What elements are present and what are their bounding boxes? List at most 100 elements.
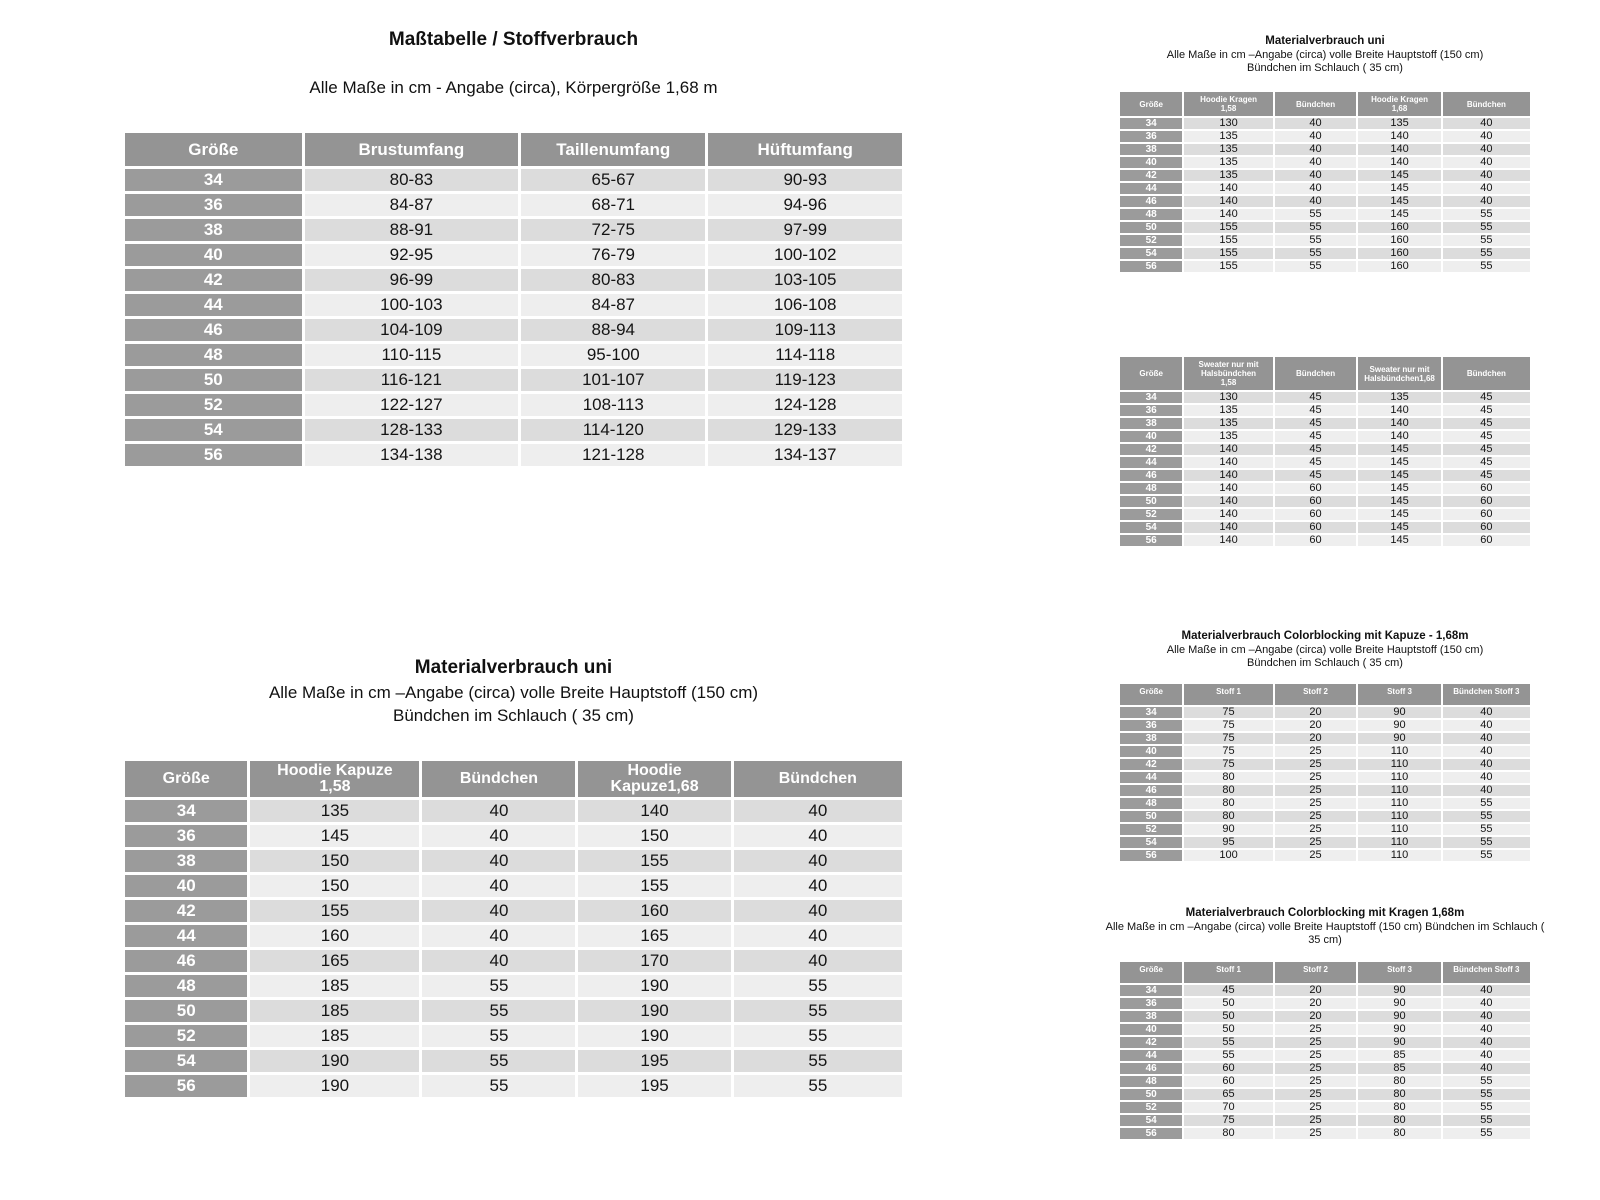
value-cell: 55 <box>1184 1037 1273 1048</box>
value-cell: 45 <box>1184 985 1273 996</box>
size-cell: 52 <box>1120 824 1183 835</box>
value-cell: 40 <box>1442 118 1530 129</box>
value-cell: 60 <box>1442 483 1530 494</box>
material-uni-large-title: Materialverbrauch uni <box>414 657 613 678</box>
value-cell: 80-83 <box>521 269 706 291</box>
colorblocking-kragen-table: Größe Stoff 1 Stoff 2 Stoff 3 Bündchen Stoff… <box>1118 960 1532 1141</box>
value-cell: 60 <box>1274 522 1357 533</box>
value-cell: 130 <box>1184 118 1273 129</box>
value-cell: 80 <box>1184 1128 1273 1139</box>
value-cell: 55 <box>422 1075 576 1097</box>
value-cell: 55 <box>1442 261 1530 272</box>
value-cell: 106-108 <box>708 294 902 316</box>
value-cell: 95 <box>1184 837 1273 848</box>
value-cell: 128-133 <box>304 419 519 441</box>
size-cell: 54 <box>1120 248 1183 259</box>
value-cell: 90 <box>1358 720 1441 731</box>
column-header: Größe <box>1120 684 1183 705</box>
value-cell: 55 <box>1442 811 1530 822</box>
column-header: Bündchen Stoff 3 <box>1442 962 1530 983</box>
value-cell: 25 <box>1274 1089 1357 1100</box>
size-cell: 34 <box>125 800 248 822</box>
value-cell: 134-137 <box>708 444 902 466</box>
size-cell: 50 <box>1120 811 1183 822</box>
value-cell: 25 <box>1274 1102 1357 1113</box>
value-cell: 92-95 <box>304 244 519 266</box>
table-row: 46 60 25 85 40 <box>1120 1063 1530 1074</box>
value-cell: 140 <box>1358 131 1441 142</box>
value-cell: 40 <box>1274 157 1357 168</box>
column-header: Bündchen <box>1442 357 1530 390</box>
table-row: 36 75 20 90 40 <box>1120 720 1530 731</box>
value-cell: 190 <box>250 1050 420 1072</box>
size-cell: 36 <box>125 825 248 847</box>
size-cell: 40 <box>125 875 248 897</box>
size-cell: 48 <box>1120 1076 1183 1087</box>
table-row: 48 185 55 190 55 <box>125 975 902 997</box>
table-row: 46 165 40 170 40 <box>125 950 902 972</box>
value-cell: 55 <box>1442 248 1530 259</box>
value-cell: 190 <box>250 1075 420 1097</box>
column-header: Stoff 3 <box>1358 684 1441 705</box>
size-cell: 36 <box>1120 720 1183 731</box>
value-cell: 135 <box>1184 157 1273 168</box>
size-cell: 38 <box>1120 144 1183 155</box>
value-cell: 55 <box>1442 235 1530 246</box>
table-row: 36 84-87 68-71 94-96 <box>125 194 902 216</box>
value-cell: 160 <box>1358 222 1441 233</box>
value-cell: 60 <box>1274 496 1357 507</box>
table-row: 34 45 20 90 40 <box>1120 985 1530 996</box>
size-cell: 34 <box>1120 707 1183 718</box>
table-row: 56 140 60 145 60 <box>1120 535 1530 546</box>
value-cell: 109-113 <box>708 319 902 341</box>
value-cell: 60 <box>1274 509 1357 520</box>
size-cell: 46 <box>125 319 302 341</box>
value-cell: 55 <box>1274 261 1357 272</box>
value-cell: 40 <box>733 950 902 972</box>
value-cell: 40 <box>733 800 902 822</box>
material-uni-large-subtitle-1: Alle Maße in cm –Angabe (circa) volle Br… <box>268 683 759 702</box>
value-cell: 75 <box>1184 746 1273 757</box>
value-cell: 103-105 <box>708 269 902 291</box>
column-header: Brustumfang <box>304 133 519 166</box>
table-row: 48 140 60 145 60 <box>1120 483 1530 494</box>
value-cell: 45 <box>1274 431 1357 442</box>
value-cell: 80-83 <box>304 169 519 191</box>
size-cell: 38 <box>125 219 302 241</box>
value-cell: 80 <box>1358 1128 1441 1139</box>
value-cell: 55 <box>422 1000 576 1022</box>
table-row: 50 140 60 145 60 <box>1120 496 1530 507</box>
value-cell: 55 <box>1442 850 1530 861</box>
value-cell: 75 <box>1184 707 1273 718</box>
value-cell: 55 <box>1274 209 1357 220</box>
size-cell: 56 <box>125 1075 248 1097</box>
table-row: 48 110-115 95-100 114-118 <box>125 344 902 366</box>
column-header: Sweater nur mit Halsbündchen1,68 <box>1358 357 1441 390</box>
value-cell: 160 <box>1358 248 1441 259</box>
value-cell: 80 <box>1184 798 1273 809</box>
value-cell: 122-127 <box>304 394 519 416</box>
material-uni-large-subtitle-2: Bündchen im Schlauch ( 35 cm) <box>393 706 634 725</box>
size-cell: 54 <box>1120 522 1183 533</box>
value-cell: 40 <box>422 800 576 822</box>
value-cell: 55 <box>1184 1050 1273 1061</box>
size-cell: 44 <box>1120 457 1183 468</box>
value-cell: 25 <box>1274 798 1357 809</box>
value-cell: 60 <box>1184 1063 1273 1074</box>
size-cell: 44 <box>125 925 248 947</box>
table-row: 52 122-127 108-113 124-128 <box>125 394 902 416</box>
size-cell: 38 <box>1120 1011 1183 1022</box>
value-cell: 25 <box>1274 1024 1357 1035</box>
value-cell: 55 <box>1274 248 1357 259</box>
value-cell: 25 <box>1274 811 1357 822</box>
column-header: Größe <box>125 761 248 797</box>
value-cell: 155 <box>1184 222 1273 233</box>
value-cell: 80 <box>1184 785 1273 796</box>
value-cell: 40 <box>1442 1050 1530 1061</box>
value-cell: 70 <box>1184 1102 1273 1113</box>
value-cell: 55 <box>733 1075 902 1097</box>
value-cell: 55 <box>1442 209 1530 220</box>
size-cell: 46 <box>1120 1063 1183 1074</box>
value-cell: 45 <box>1442 444 1530 455</box>
table-row: 52 70 25 80 55 <box>1120 1102 1530 1113</box>
